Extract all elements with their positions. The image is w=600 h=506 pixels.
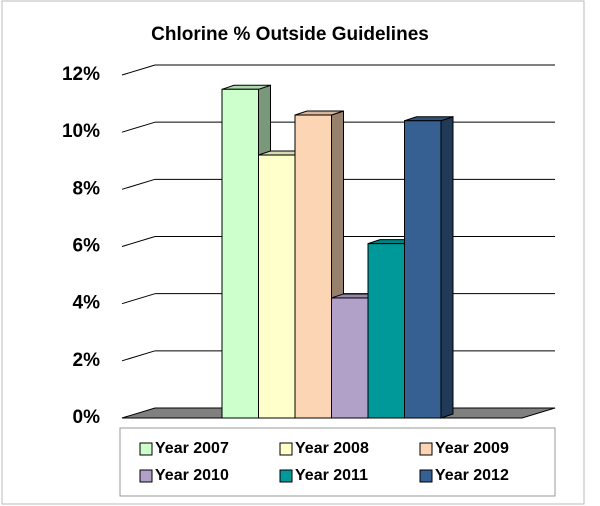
- legend-label: Year 2009: [435, 440, 509, 457]
- legend-swatch: [279, 469, 293, 483]
- bar: [404, 120, 442, 419]
- legend-box: [119, 427, 556, 497]
- legend-swatch: [139, 469, 153, 483]
- y-tick-label: 4%: [73, 293, 101, 314]
- bar: [294, 114, 332, 419]
- y-tick-label: 6%: [73, 236, 101, 257]
- bar-side: [440, 116, 454, 419]
- legend-swatch: [419, 442, 433, 456]
- grid-line: [121, 236, 156, 247]
- legend-label: Year 2012: [435, 467, 509, 484]
- legend-label: Year 2008: [295, 440, 369, 457]
- chart-title: Chlorine % Outside Guidelines: [151, 24, 429, 45]
- legend-swatch: [419, 469, 433, 483]
- y-tick-label: 12%: [62, 64, 100, 85]
- legend-label: Year 2011: [295, 467, 368, 484]
- bar: [331, 297, 369, 419]
- bar: [367, 243, 405, 419]
- legend-label: Year 2007: [155, 440, 229, 457]
- y-tick-label: 0%: [73, 407, 101, 428]
- legend-swatch: [139, 442, 153, 456]
- bar: [258, 154, 296, 419]
- y-tick-label: 8%: [73, 178, 101, 199]
- grid-line: [121, 64, 156, 76]
- grid-line: [121, 178, 156, 190]
- y-tick-label: 10%: [62, 121, 100, 142]
- grid-line: [121, 293, 156, 305]
- legend-label: Year 2010: [155, 467, 229, 484]
- grid-line: [121, 121, 156, 133]
- legend-swatch: [279, 442, 293, 456]
- grid-line: [121, 350, 156, 362]
- bar: [221, 88, 259, 419]
- y-tick-label: 2%: [73, 350, 101, 371]
